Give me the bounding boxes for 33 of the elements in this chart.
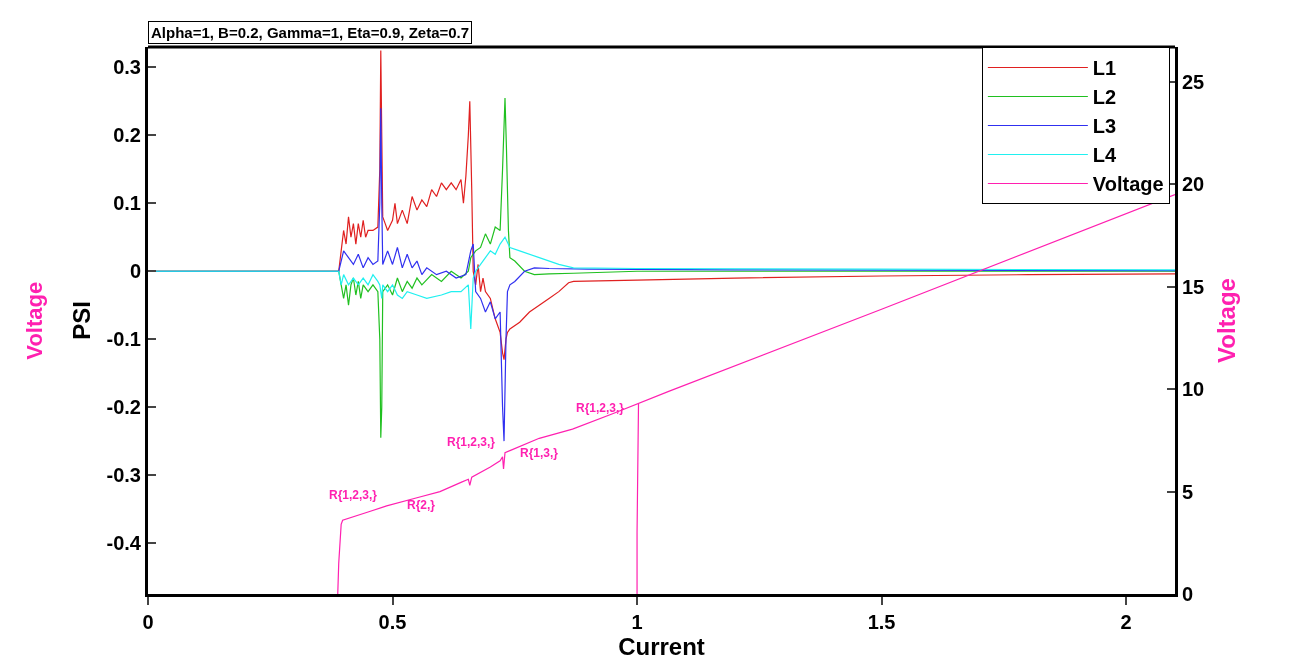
chart-title: Alpha=1, B=0.2, Gamma=1, Eta=0.9, Zeta=0.7 [151,24,470,41]
y-tick-label: 0 [129,260,141,283]
x-tick-label: 0.5 [378,611,407,633]
annotation: R{2,} [407,498,436,512]
y-axis-title: PSI [67,301,95,340]
y-tick-label: -0.4 [106,532,142,555]
y-tick-label: -0.1 [106,328,141,351]
x-tick-label: 1 [631,611,643,633]
y2-tick-label: 25 [1182,70,1205,93]
y-tick-label: 0.1 [113,192,141,215]
legend-label: L1 [1092,57,1117,80]
y2-tick-label: 15 [1182,275,1205,298]
y-tick-label: 0.2 [113,124,141,147]
legend-label: L2 [1092,86,1117,109]
annotation: R{1,2,3,} [447,435,496,449]
annotation: R{1,3,} [520,446,559,460]
annotation: R{1,2,3,} [329,488,378,502]
x-axis-title: Current [618,633,705,660]
text: Voltage [21,281,47,360]
y2-axis-title: Voltage [1212,278,1240,363]
x-tick-label: 1.5 [867,611,896,633]
legend-label: L4 [1092,144,1118,167]
y-tick-label: 0.3 [113,56,141,79]
x-tick-label: 2 [1120,611,1132,633]
y2-tick-label: 0 [1182,583,1194,605]
y-tick-label: -0.3 [106,464,141,487]
y2-tick-label: 10 [1182,378,1205,401]
legend-label: L3 [1092,115,1117,138]
y2-tick-label: 20 [1182,173,1205,196]
legend-label: Voltage [1092,173,1164,196]
y2-tick-label: 5 [1182,480,1194,503]
y-tick-label: -0.2 [106,396,141,419]
annotation: R{1,2,3,} [576,401,625,415]
